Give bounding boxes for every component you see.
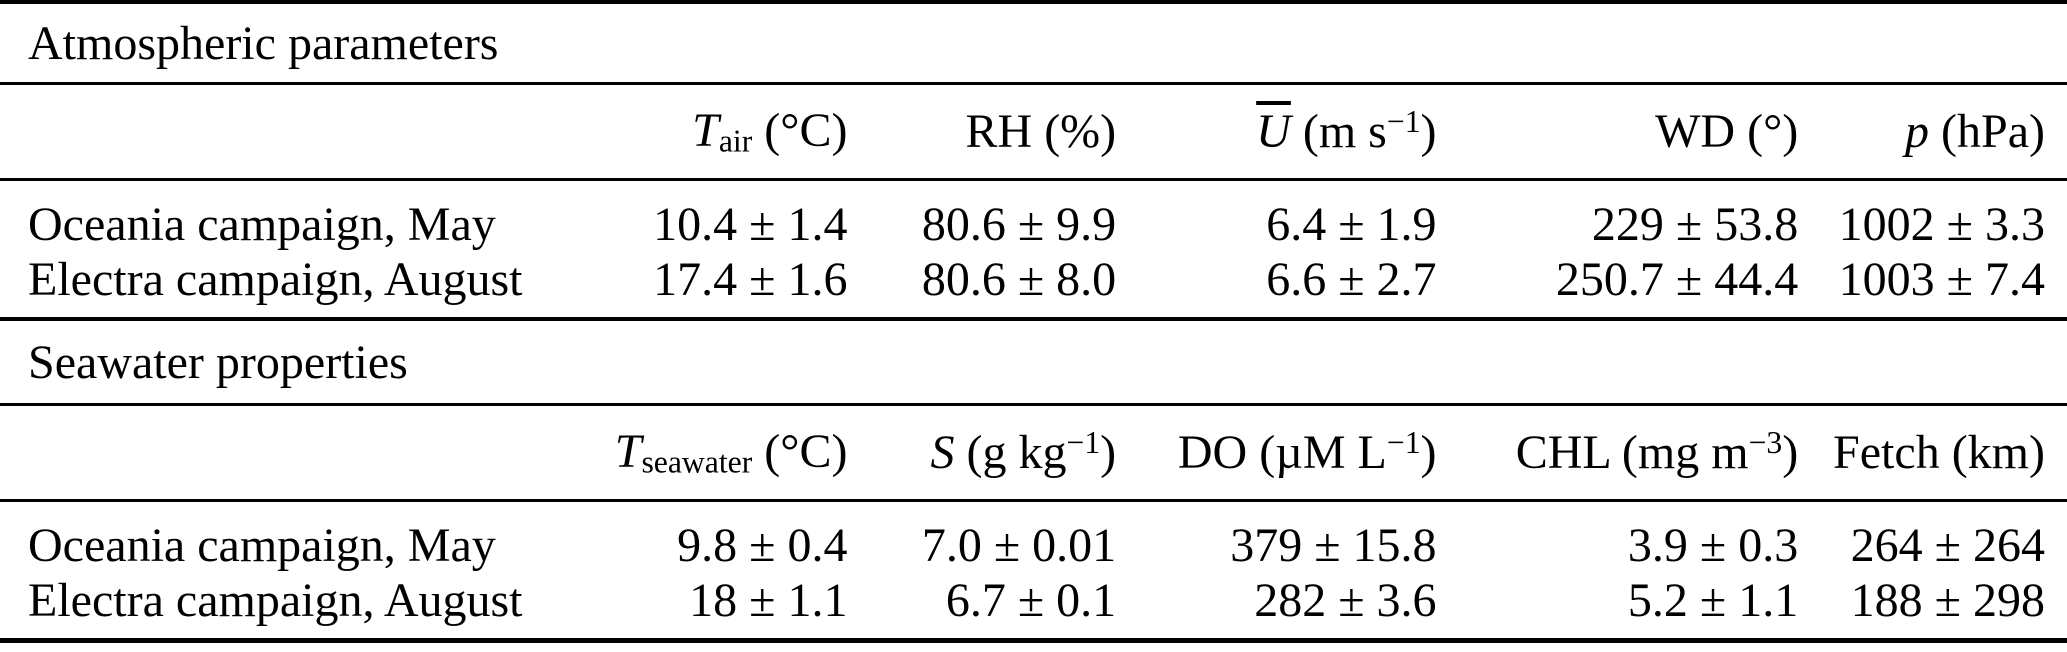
- table-row: Oceania campaign, May 10.4 ± 1.4 80.6 ± 9.…: [0, 180, 2067, 253]
- row-label-header: [0, 85, 579, 181]
- value-cell: 3.9 ± 0.3: [1627, 519, 1799, 572]
- row-label: Electra campaign, August: [28, 253, 523, 306]
- exponent-minus-1: −1: [1386, 103, 1421, 139]
- row-label: Electra campaign, August: [28, 574, 523, 627]
- value-cell: 1003 ± 7.4: [1838, 253, 2045, 306]
- value-cell: 80.6 ± 9.9: [921, 198, 1117, 251]
- value-cell: 6.7 ± 0.1: [945, 574, 1117, 627]
- column-header: Tseawater (°C): [578, 406, 848, 502]
- value-cell: 1002 ± 3.3: [1838, 198, 2045, 251]
- column-header: CHL (mg m−3): [1436, 406, 1799, 502]
- subscript-air: air: [718, 123, 753, 159]
- subscript-seawater: seawater: [641, 444, 753, 480]
- table-row: Electra campaign, August 18 ± 1.1 6.7 ± 0.…: [0, 573, 2067, 641]
- unit-close: ): [1420, 105, 1437, 159]
- row-label: Oceania campaign, May: [28, 519, 496, 572]
- column-header: RH (%): [847, 85, 1117, 181]
- unit-degC: (°C): [752, 425, 848, 479]
- column-header: p (hPa): [1798, 85, 2067, 181]
- value-cell: 229 ± 53.8: [1591, 198, 1799, 251]
- symbol-p: p: [1905, 105, 1930, 158]
- atmospheric-parameters-table: Tair (°C) RH (%) U (m s−1) WD (°) p (hPa) Oc…: [0, 85, 2067, 321]
- table-row: Oceania campaign, May 9.8 ± 0.4 7.0 ± 0.01…: [0, 501, 2067, 574]
- unit-ms-open: (m s: [1290, 105, 1387, 159]
- value-cell: 282 ± 3.6: [1254, 574, 1437, 627]
- value-cell: 10.4 ± 1.4: [653, 198, 848, 251]
- section-title-seawater-properties: Seawater properties: [0, 321, 2067, 406]
- unit-close: ): [1782, 426, 1799, 480]
- unit-gkg-open: (g kg: [954, 426, 1067, 480]
- value-cell: 17.4 ± 1.6: [653, 253, 848, 306]
- value-cell: 18 ± 1.1: [689, 574, 848, 627]
- value-cell: 6.6 ± 2.7: [1266, 253, 1437, 306]
- label-fetch: Fetch (km): [1833, 426, 2045, 479]
- exponent-minus-1: −1: [1386, 424, 1421, 460]
- symbol-U-mean: U: [1256, 105, 1291, 159]
- column-header: U (m s−1): [1116, 85, 1437, 181]
- symbol-S: S: [930, 426, 955, 480]
- label-WD: WD (°): [1655, 105, 1799, 158]
- label-DO-unit-open: DO (µM L: [1177, 426, 1387, 480]
- exponent-minus-3: −3: [1748, 424, 1783, 460]
- exponent-minus-1: −1: [1066, 424, 1101, 460]
- column-header: S (g kg−1): [847, 406, 1117, 502]
- column-header: WD (°): [1436, 85, 1799, 181]
- row-label: Oceania campaign, May: [28, 198, 496, 251]
- column-header: Fetch (km): [1798, 406, 2067, 502]
- value-cell: 9.8 ± 0.4: [677, 519, 848, 572]
- unit-close: ): [1420, 426, 1437, 480]
- header-row: Tseawater (°C) S (g kg−1) DO (µM L−1) CHL (…: [0, 406, 2067, 502]
- unit-degC: (°C): [752, 104, 848, 158]
- value-cell: 250.7 ± 44.4: [1555, 253, 1799, 306]
- value-cell: 80.6 ± 8.0: [921, 253, 1117, 306]
- value-cell: 188 ± 298: [1850, 574, 2045, 627]
- value-cell: 6.4 ± 1.9: [1266, 198, 1437, 251]
- column-header: DO (µM L−1): [1116, 406, 1437, 502]
- row-label-header: [0, 406, 579, 502]
- value-cell: 5.2 ± 1.1: [1627, 574, 1799, 627]
- header-row: Tair (°C) RH (%) U (m s−1) WD (°) p (hPa): [0, 85, 2067, 181]
- column-header: Tair (°C): [578, 85, 848, 181]
- value-cell: 7.0 ± 0.01: [921, 519, 1117, 572]
- value-cell: 379 ± 15.8: [1230, 519, 1437, 572]
- section-title-atmospheric-parameters: Atmospheric parameters: [0, 0, 2067, 85]
- symbol-T-seawater: T: [614, 425, 642, 479]
- unit-hPa: (hPa): [1929, 105, 2045, 158]
- symbol-T-air: T: [692, 104, 719, 158]
- unit-close: ): [1100, 426, 1117, 480]
- value-cell: 264 ± 264: [1850, 519, 2045, 572]
- label-RH: RH (%): [965, 105, 1117, 158]
- label-CHL-unit-open: CHL (mg m: [1515, 426, 1749, 480]
- seawater-properties-table: Tseawater (°C) S (g kg−1) DO (µM L−1) CHL (…: [0, 406, 2067, 643]
- table-row: Electra campaign, August 17.4 ± 1.6 80.6 ±…: [0, 252, 2067, 319]
